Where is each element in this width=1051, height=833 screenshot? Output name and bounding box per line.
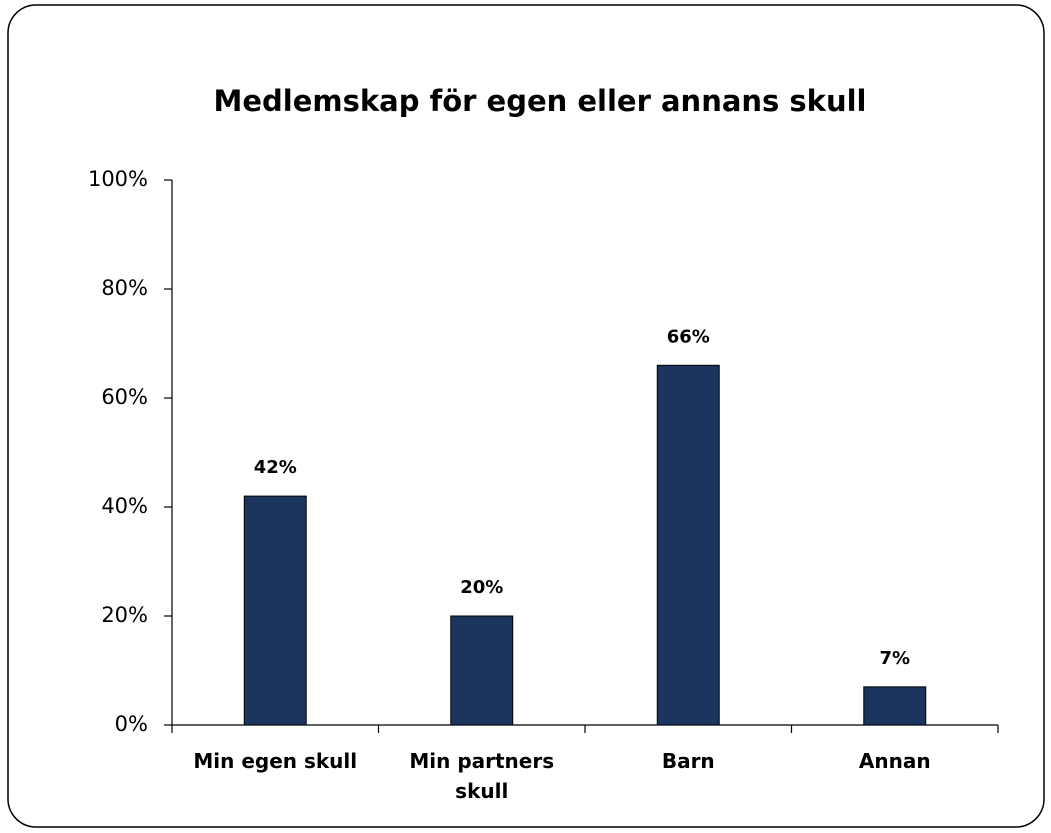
data-label: 20%	[460, 577, 503, 598]
y-tick-label: 60%	[101, 385, 148, 409]
y-tick-label: 100%	[88, 167, 148, 191]
data-label: 7%	[879, 648, 910, 669]
data-label: 42%	[254, 457, 297, 478]
x-tick-label: Min partners skull	[409, 749, 555, 803]
data-label: 66%	[667, 326, 710, 347]
bar	[863, 686, 927, 726]
x-tick-label: Min egen skull	[193, 749, 358, 773]
bar	[243, 495, 307, 726]
y-tick-label: 0%	[115, 712, 148, 736]
bar	[656, 364, 720, 726]
x-tick-label: Annan	[858, 749, 931, 773]
y-tick-label: 80%	[101, 276, 148, 300]
bar	[450, 615, 514, 726]
x-tick-label: Barn	[661, 749, 715, 773]
chart-title: Medlemskap för egen eller annans skull	[214, 84, 867, 118]
y-tick-label: 20%	[101, 603, 148, 627]
y-tick-label: 40%	[101, 494, 148, 518]
